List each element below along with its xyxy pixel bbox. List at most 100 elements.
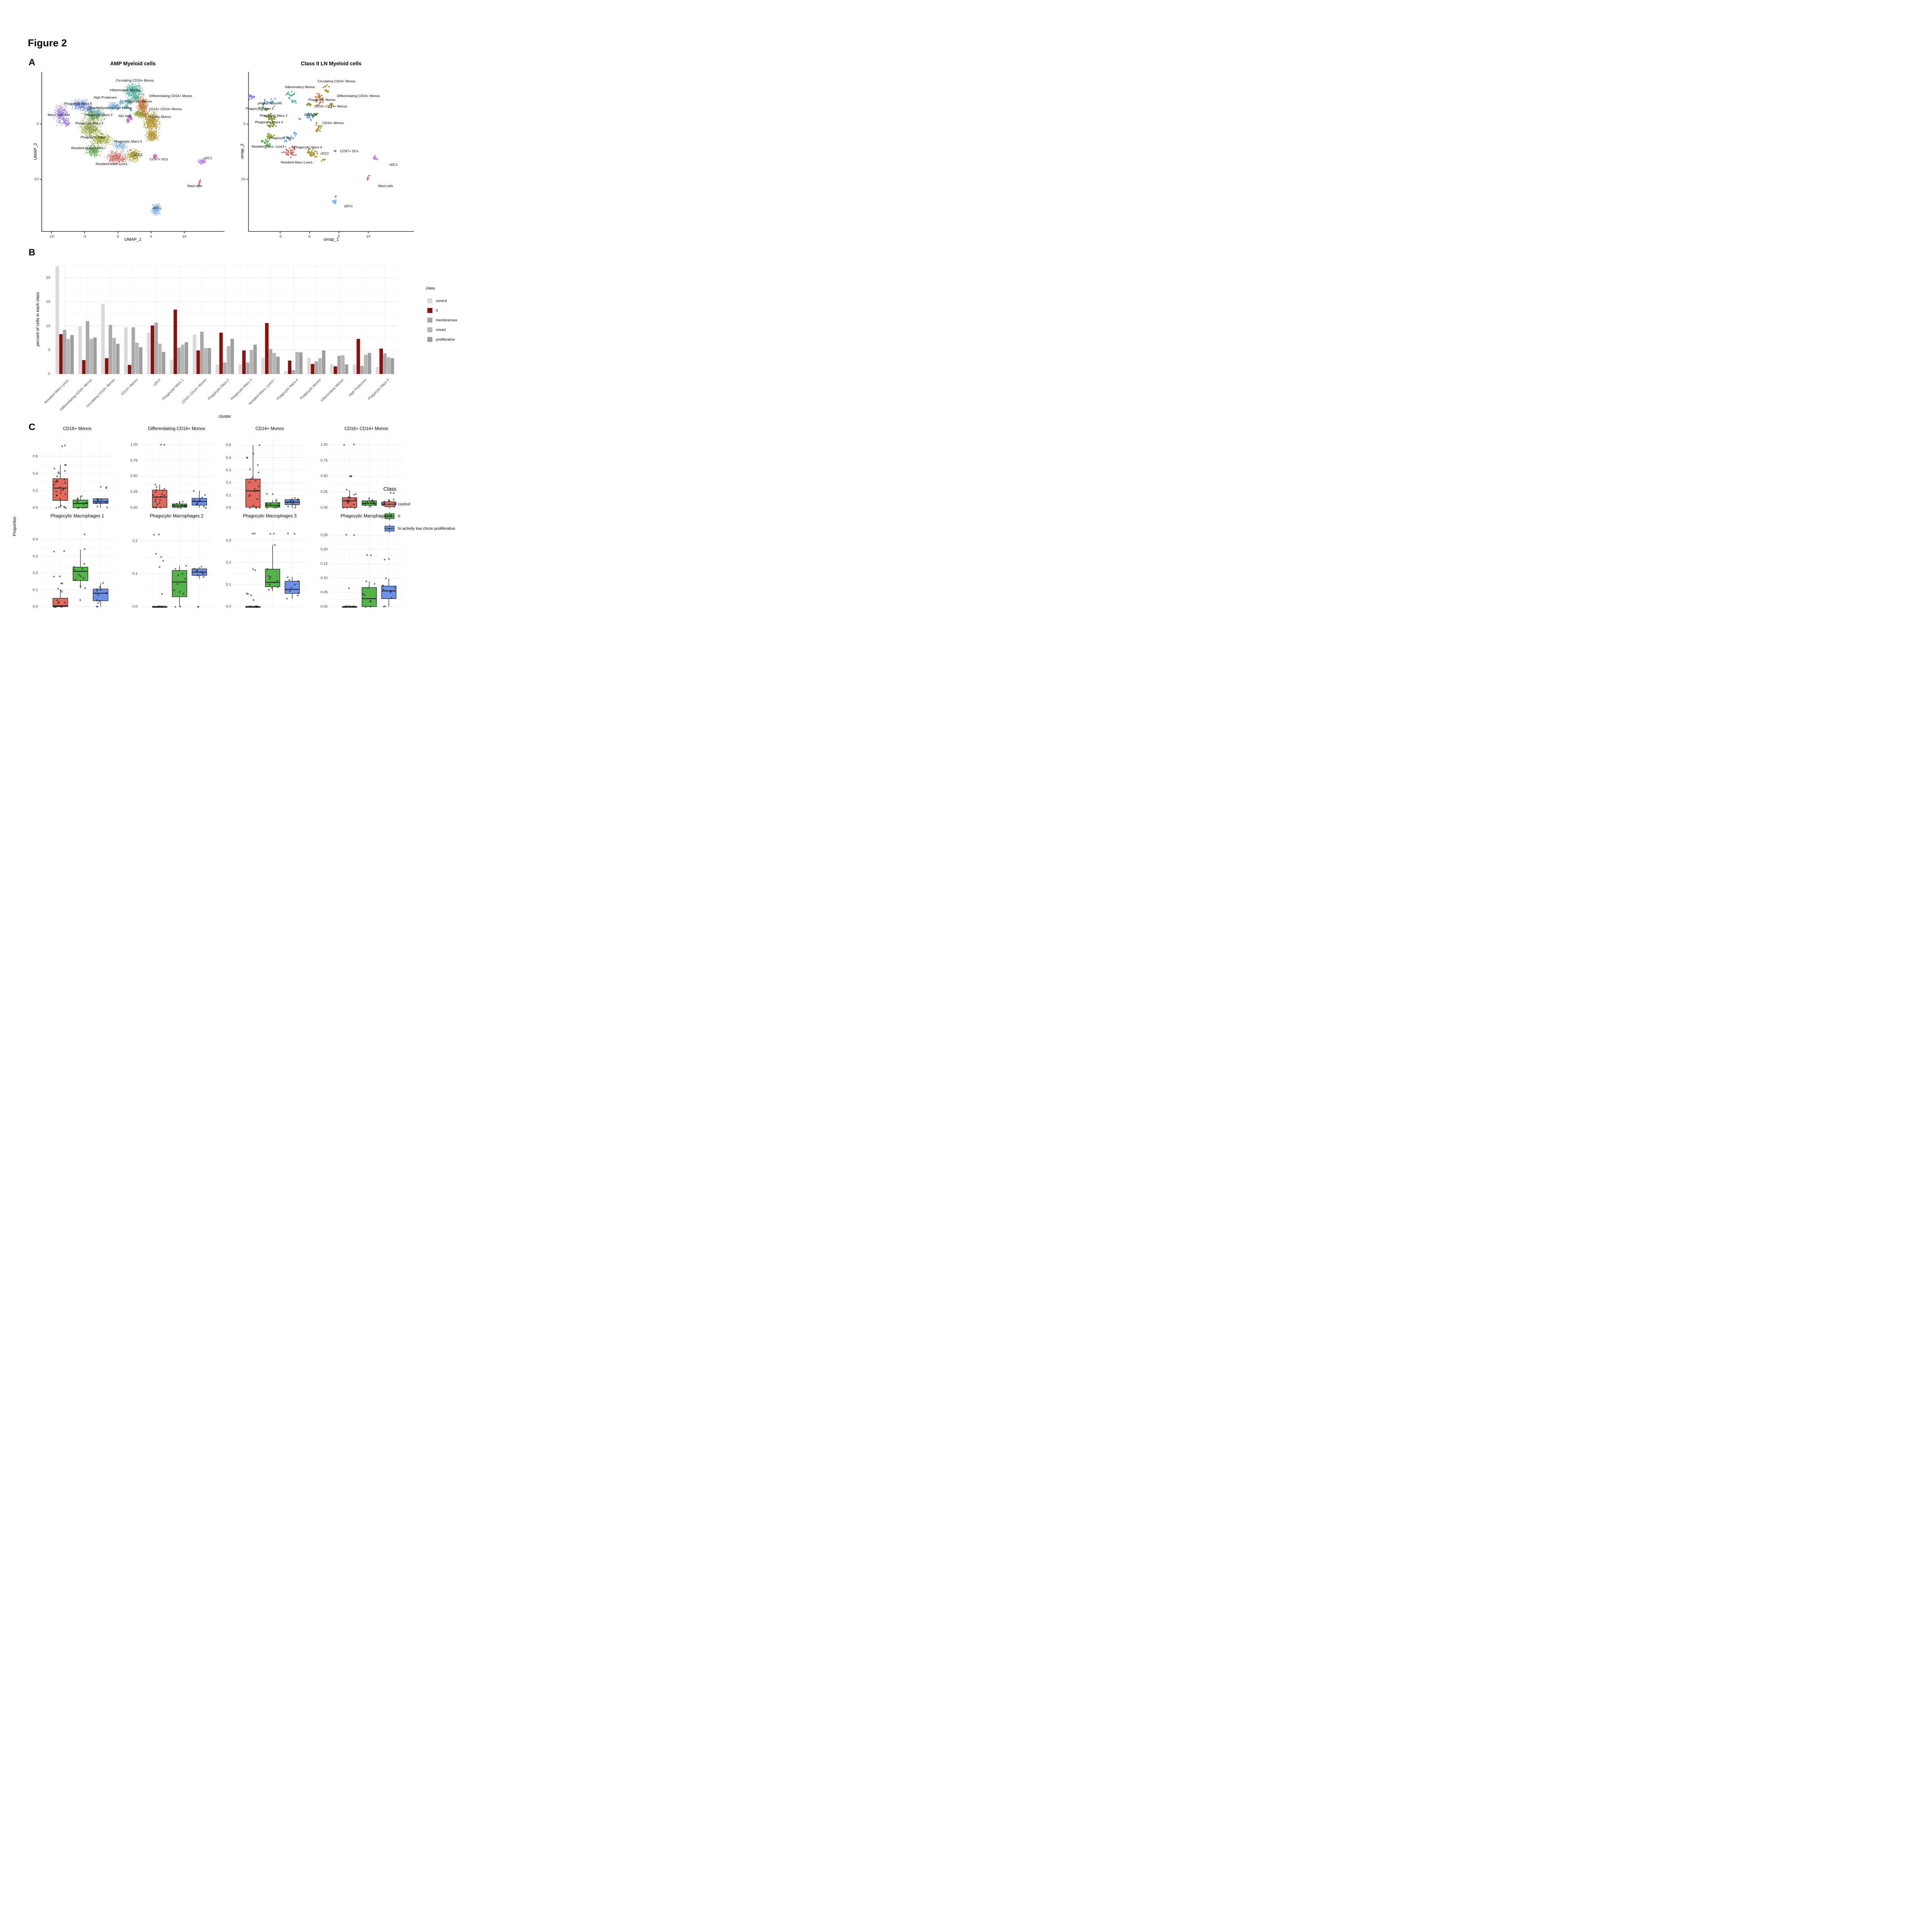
cluster-label: CD14+ Monos <box>150 115 171 119</box>
cluster-label: ISG high <box>118 114 131 118</box>
cluster-label: Phagocytic Macs 5 <box>64 102 92 105</box>
x-tick-label: 10 <box>366 235 371 239</box>
umap-amp-title: AMP Myeloid cells <box>110 61 156 66</box>
x-tick-label: 5 <box>338 235 340 239</box>
cluster-label: High Producers <box>94 95 117 99</box>
cluster-label: Phagocytic Monos <box>308 98 336 102</box>
bar-legend-item-label: control <box>436 299 447 303</box>
box-y-tick-label: 0.0 <box>32 505 38 510</box>
box-y-tick-label: 0.50 <box>130 474 138 478</box>
cluster-label: Phagocytic Macs 2 <box>259 114 288 117</box>
cluster-label: Resident Macs Lyve1- <box>281 160 314 164</box>
bar-legend-item-label: membranous <box>436 318 457 323</box>
x-tick-label: -5 <box>83 235 87 239</box>
cluster-label: Differentiating CD16+ Monos <box>337 94 380 98</box>
cluster-label: Phagocytic Macs 5 <box>245 107 274 111</box>
panel-a-label: A <box>29 57 36 68</box>
bar-y-tick-label: 10 <box>46 324 50 328</box>
box-y-tick-label: 0.0 <box>226 505 231 510</box>
figure-title: Figure 2 <box>28 37 67 49</box>
bar-legend-item-label: mixed <box>436 328 446 332</box>
box-y-tick-label: 0.4 <box>32 471 38 476</box>
cluster-label: cDC2 <box>134 153 143 156</box>
cluster-label: CD16+ CD14+ Monos <box>149 107 182 111</box>
box-title-diff-cd16-monos: Differentiating CD16+ Monos <box>148 427 205 431</box>
box-y-tick-label: 0.4 <box>226 456 231 460</box>
class-legend-item-label: II <box>398 514 400 519</box>
box-y-tick-label: 0.25 <box>130 490 138 494</box>
box-y-tick-label: 0.20 <box>320 547 328 552</box>
cluster-label: CD14+ Monos <box>322 121 344 125</box>
umap-amp-ylabel: UMAP_2 <box>33 143 38 160</box>
cluster-label: Differentiating CD16+ Monos <box>149 94 192 98</box>
figure-page: Figure 2 A B C AMP Myeloid cells Class I… <box>0 0 493 638</box>
cluster-label: Resident Macs, Lyve1+ <box>252 145 286 148</box>
box-title-phag-m2: Phagocytic Macrophages 2 <box>150 514 204 519</box>
box-y-tick-label: 0.00 <box>320 604 328 609</box>
cluster-label: Circulating CD16+ Monos <box>317 79 356 83</box>
box-y-tick-label: 0.25 <box>320 490 328 494</box>
cluster-label: Circulating CD16+ Monos <box>116 78 154 82</box>
cluster-label: Phagocytic Macs 3 <box>255 120 283 124</box>
class-legend-title: Class <box>383 486 396 492</box>
cluster-label: Phagocytic Macs 2 <box>84 113 113 117</box>
box-y-tick-label: 0.1 <box>226 582 231 587</box>
cluster-label: Mast cells <box>378 184 393 188</box>
box-title-cd14-monos: CD14+ Monos <box>255 427 284 431</box>
cluster-label: Phagocytic Monos <box>124 99 152 103</box>
cluster-label: Phagocytic Macs <box>269 136 294 140</box>
umap-class2-title: Class II LN Myeloid cells <box>301 61 362 66</box>
cluster-label: Phagocytic Macs <box>80 135 106 139</box>
box-y-tick-label: 0.0 <box>226 604 231 609</box>
figure-canvas <box>0 0 493 638</box>
cluster-label: ISG high <box>304 113 317 117</box>
proportion-label: Proportion <box>12 516 17 536</box>
cluster-label: cDC2 <box>320 151 329 155</box>
cluster-label: High Producers <box>259 101 282 105</box>
box-y-tick-label: 0.75 <box>130 458 138 463</box>
box-y-tick-label: 0.3 <box>226 468 231 473</box>
x-tick-label: -5 <box>278 235 282 239</box>
bar-y-tick-label: 0 <box>48 372 50 376</box>
cluster-label: Metallotheionein-high Monos <box>89 106 132 110</box>
bar-y-tick-label: 15 <box>46 299 50 304</box>
box-y-tick-label: 0.0 <box>32 604 38 609</box>
box-y-tick-label: 0.00 <box>130 505 138 510</box>
box-y-tick-label: 0.3 <box>32 554 38 559</box>
box-title-phag-m1: Phagocytic Macrophages 1 <box>50 514 104 519</box>
cluster-label: Phagocytic Macs 4 <box>294 145 322 149</box>
bar-y-tick-label: 5 <box>48 348 50 352</box>
cluster-label: Resident Macs Lyve1- <box>95 162 129 166</box>
cluster-label: pDCs <box>344 204 353 208</box>
box-y-tick-label: 0.15 <box>320 561 328 566</box>
bar-y-tick-label: 20 <box>46 276 50 280</box>
cluster-label: Inflammatory Monos <box>110 88 140 92</box>
box-y-tick-label: 1.00 <box>130 442 138 447</box>
x-tick-label: 0 <box>308 235 311 239</box>
class-legend-item-label: control <box>398 502 410 507</box>
box-y-tick-label: 0.10 <box>320 576 328 580</box>
cluster-label: Mast cells <box>187 184 202 188</box>
box-y-tick-label: 0.2 <box>32 571 38 575</box>
box-y-tick-label: 1.00 <box>320 442 328 447</box>
box-y-tick-label: 0.2 <box>226 480 231 485</box>
y-tick-label: 0 <box>243 122 245 126</box>
cluster-label: CCR7+ DCs <box>150 157 168 161</box>
x-tick-label: 5 <box>150 235 152 239</box>
panel-b-label: B <box>29 247 36 258</box>
cluster-label: CD16+ CD14+ Monos <box>314 104 347 108</box>
box-y-tick-label: 0.2 <box>132 539 138 543</box>
x-tick-label: 0 <box>117 235 119 239</box>
bar-legend-item-label: proliferative <box>436 337 455 342</box>
umap-amp-xlabel: UMAP_1 <box>124 237 142 242</box>
umap-class2-ylabel: umap_2 <box>240 144 245 159</box>
box-y-tick-label: 0.00 <box>320 505 328 510</box>
x-tick-label: 10 <box>182 235 187 239</box>
box-y-tick-label: 0.25 <box>320 533 328 537</box>
box-y-tick-label: 0.0 <box>132 604 138 609</box>
y-tick-label: -10 <box>33 177 39 182</box>
cluster-label: Phagocytic Macs 3 <box>75 121 104 125</box>
cluster-label: cDC1 <box>204 156 212 160</box>
cluster-label: Inflammatory Monos <box>285 85 315 89</box>
cluster-label: pDCs <box>153 206 161 210</box>
